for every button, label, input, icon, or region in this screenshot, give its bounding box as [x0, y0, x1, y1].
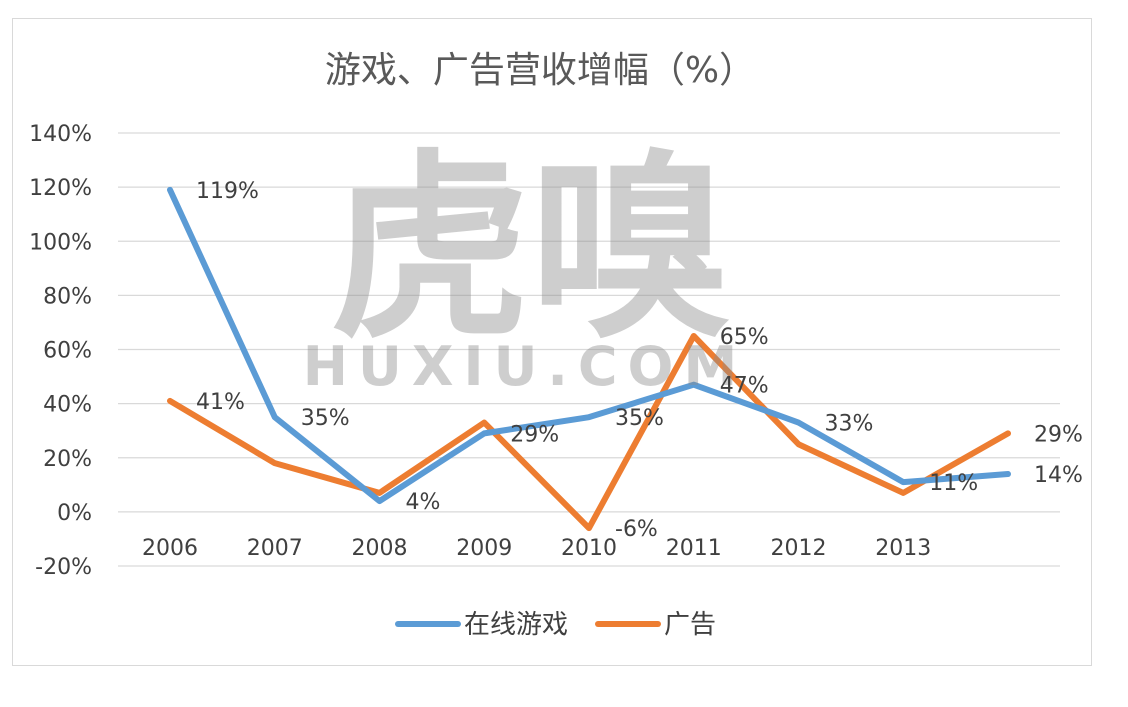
data-label: 41%	[196, 390, 245, 415]
y-tick-label: 40%	[43, 393, 92, 418]
legend: 在线游戏 广告	[395, 610, 716, 640]
watermark-domain-text: HUXIU.COM	[303, 335, 747, 398]
watermark-logo-text: 虎嗅	[330, 131, 730, 366]
data-label: 47%	[720, 374, 769, 399]
x-tick-label: 2012	[771, 536, 827, 561]
data-label: 4%	[406, 490, 441, 515]
data-label: -6%	[615, 517, 658, 542]
x-tick-label: 2008	[352, 536, 408, 561]
data-label: 29%	[1034, 422, 1083, 447]
x-tick-label: 2011	[666, 536, 722, 561]
x-tick-label: 2006	[142, 536, 198, 561]
y-tick-label: -20%	[35, 555, 92, 580]
data-label: 119%	[196, 179, 259, 204]
legend-label: 在线游戏	[464, 610, 568, 640]
data-label: 65%	[720, 325, 769, 350]
y-tick-label: 80%	[43, 284, 92, 309]
chart-title: 游戏、广告营收增幅（%）	[325, 50, 755, 91]
data-labels: 119% 35% 4% 29% 35% 47% 33% 11% 14% 41% -6% 65% 29%	[196, 179, 1083, 542]
chart-frame	[12, 18, 1092, 666]
data-label: 33%	[825, 412, 874, 437]
y-axis-ticks: -20% 0% 20% 40% 60% 80% 100% 120% 140%	[29, 122, 92, 580]
legend-label: 广告	[664, 610, 716, 640]
data-label: 14%	[1034, 463, 1083, 488]
gridlines	[118, 132, 1060, 567]
x-tick-label: 2009	[456, 536, 512, 561]
x-tick-label: 2013	[875, 536, 931, 561]
y-tick-label: 120%	[29, 176, 92, 201]
x-axis-ticks: 2006 2007 2008 2009 2010 2011 2012 2013	[142, 536, 931, 561]
y-tick-label: 60%	[43, 339, 92, 364]
y-tick-label: 20%	[43, 447, 92, 472]
y-tick-label: 100%	[29, 230, 92, 255]
watermark: 虎嗅 HUXIU.COM	[303, 131, 747, 398]
x-tick-label: 2010	[561, 536, 617, 561]
series-lines	[167, 186, 1011, 532]
y-tick-label: 0%	[57, 501, 92, 526]
data-label: 35%	[301, 406, 350, 431]
data-label: 35%	[615, 406, 664, 431]
x-tick-label: 2007	[247, 536, 303, 561]
data-label: 11%	[929, 471, 978, 496]
y-tick-label: 140%	[29, 122, 92, 147]
data-label: 29%	[510, 422, 559, 447]
